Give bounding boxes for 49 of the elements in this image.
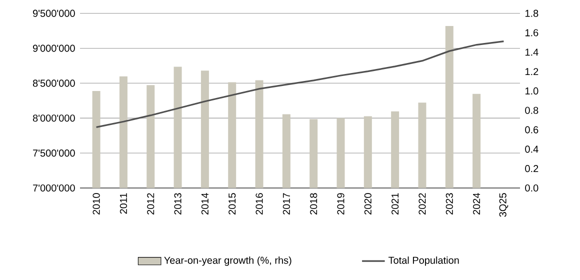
y-tick-label: 7'500'000 bbox=[33, 150, 75, 157]
y2-tick-label: 1.8 bbox=[525, 10, 538, 17]
y2-tick-label: 0.4 bbox=[525, 146, 538, 153]
x-tick-label: 2012 bbox=[147, 193, 154, 214]
legend-label: Year-on-year growth (%, rhs) bbox=[164, 256, 292, 266]
bar bbox=[228, 82, 236, 188]
y-tick-label: 7'000'000 bbox=[33, 184, 75, 192]
y2-tick-label: 0.2 bbox=[525, 165, 538, 172]
bar bbox=[310, 119, 318, 188]
y2-tick-label: 0.0 bbox=[525, 184, 538, 192]
x-tick-label: 2016 bbox=[256, 193, 263, 214]
x-tick-label: 2011 bbox=[120, 193, 128, 214]
bar bbox=[174, 66, 182, 188]
x-tick-label: 3Q25 bbox=[499, 193, 508, 217]
x-tick-label: 2020 bbox=[364, 193, 372, 214]
x-tick-label: 2018 bbox=[310, 193, 318, 214]
y-tick-label: 9'500'000 bbox=[33, 10, 75, 17]
x-tick-label: 2022 bbox=[418, 193, 426, 214]
x-tick-label: 2023 bbox=[446, 193, 453, 214]
bar bbox=[200, 70, 209, 188]
y-tick-label: 9'000'000 bbox=[33, 44, 75, 52]
bar bbox=[146, 85, 155, 188]
bar bbox=[364, 116, 372, 188]
y2-tick-label: 1.0 bbox=[525, 87, 538, 95]
x-tick-label: 2021 bbox=[392, 193, 399, 214]
y2-tick-label: 0.8 bbox=[525, 106, 538, 114]
bar bbox=[391, 111, 400, 188]
y2-tick-label: 0.6 bbox=[525, 126, 538, 134]
x-tick-label: 2015 bbox=[228, 193, 236, 214]
x-tick-label: 2010 bbox=[92, 193, 100, 214]
bar bbox=[418, 102, 426, 188]
bar bbox=[255, 80, 264, 188]
y2-tick-label: 1.2 bbox=[525, 68, 538, 76]
x-tick-label: 2017 bbox=[282, 193, 290, 214]
bar bbox=[336, 118, 345, 188]
bar bbox=[92, 90, 100, 188]
x-tick-label: 2014 bbox=[201, 193, 208, 214]
x-tick-label: 2013 bbox=[174, 193, 182, 214]
y-tick-label: 8'500'000 bbox=[32, 80, 75, 87]
x-tick-label: 2024 bbox=[473, 193, 480, 214]
legend-label: Total Population bbox=[388, 256, 459, 266]
bar bbox=[282, 114, 290, 188]
y2-tick-label: 1.4 bbox=[525, 48, 538, 56]
bar bbox=[445, 26, 454, 188]
y2-tick-label: 1.6 bbox=[525, 29, 538, 36]
x-tick-label: 2019 bbox=[337, 193, 344, 214]
bar bbox=[119, 76, 128, 188]
y-tick-label: 8'000'000 bbox=[32, 114, 75, 122]
bar bbox=[472, 94, 481, 188]
